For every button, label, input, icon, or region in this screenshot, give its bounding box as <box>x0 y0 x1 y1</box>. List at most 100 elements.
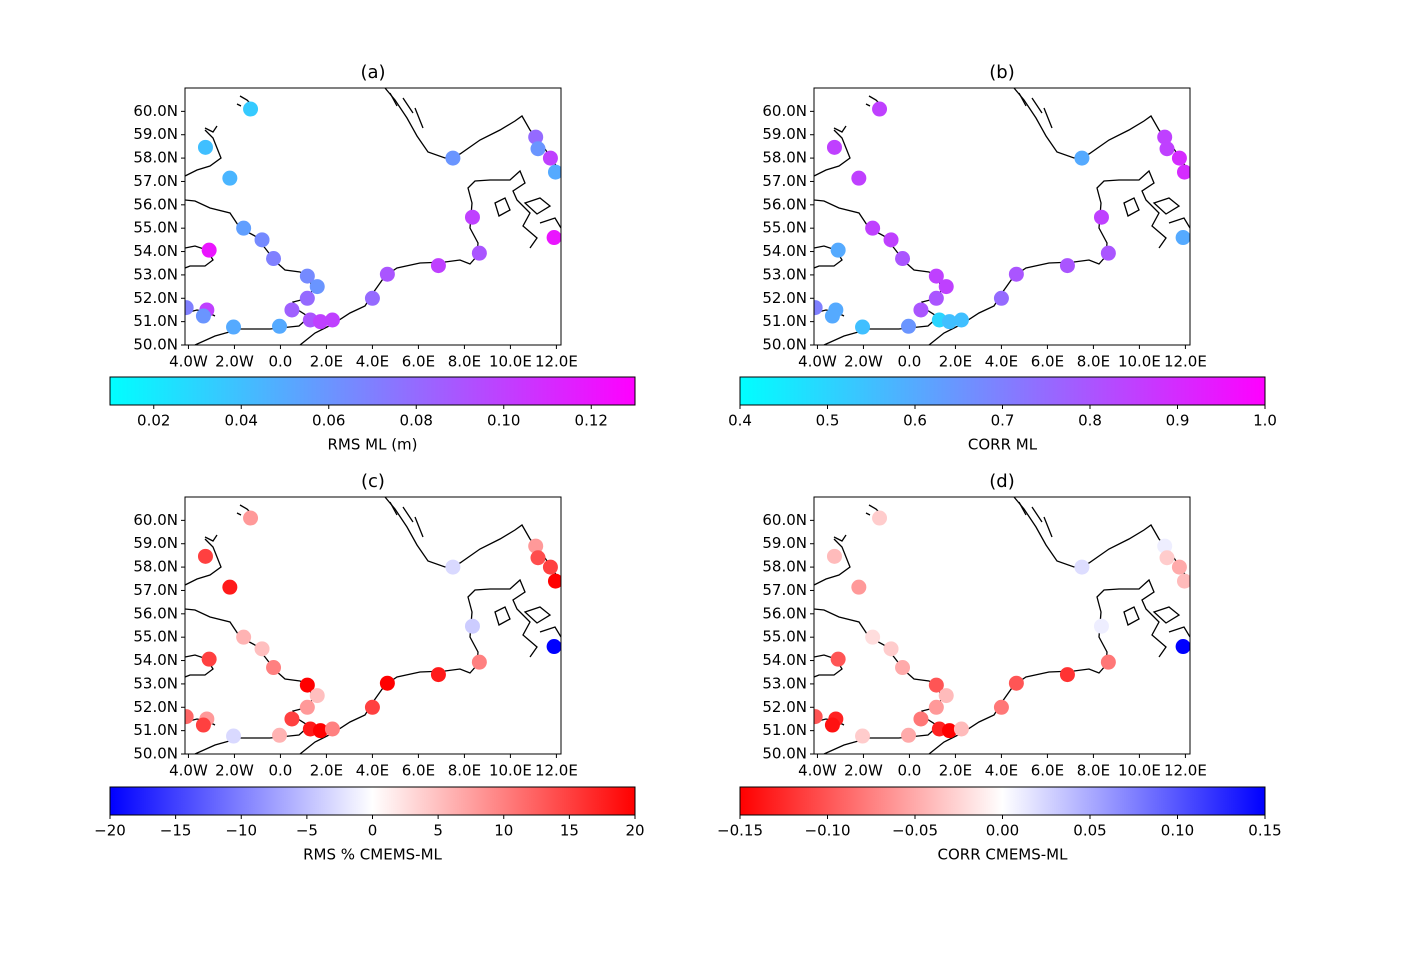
x-tick-label: 2.0W <box>215 762 254 780</box>
x-tick-label: 6.0E <box>402 762 435 780</box>
colorbar-tick-label: 20 <box>625 822 644 840</box>
station-point <box>226 728 242 744</box>
y-tick-label: 59.0N <box>762 125 807 143</box>
panel: (c) 4.0W 2.0W 0.0 2.0E 4.0E 6.0E 8.0E 10.0E 12.0E… <box>94 471 644 864</box>
station-point <box>865 220 881 236</box>
station-point <box>928 677 944 693</box>
x-tick-label: 12.0E <box>1164 762 1207 780</box>
colorbar-tick-label: −0.05 <box>892 822 938 840</box>
y-tick-label: 55.0N <box>133 219 178 237</box>
station-point <box>1059 258 1075 274</box>
panels: (a)4.0W 2.0W 0.0 2.0E 4.0E 6.0E 8.0E 10.0E 12.0E… <box>94 62 1282 864</box>
panel-title: (c) <box>361 471 385 492</box>
panel: (a) 4.0W 2.0W 0.0 2.0E 4.0E 6.0E 8.0E 10.0E 12.0E… <box>109 62 636 454</box>
y-tick-label: 53.0N <box>133 674 178 692</box>
station-point <box>953 721 969 737</box>
y-tick-label: 56.0N <box>762 604 807 622</box>
station-point <box>445 150 461 166</box>
station-point <box>1176 573 1190 589</box>
station-point <box>1175 639 1190 655</box>
station-point <box>284 302 300 318</box>
station-point <box>471 245 487 261</box>
station-point <box>993 290 1009 306</box>
colorbar-tick-label: 0.6 <box>903 412 927 430</box>
station-point <box>528 538 544 554</box>
panel: (d) 4.0W 2.0W 0.0 2.0E 4.0E 6.0E 8.0E 10.0E 12.0E… <box>717 471 1282 864</box>
colorbar-tick-label: 0.05 <box>1073 822 1106 840</box>
station-point <box>266 251 282 267</box>
coastline <box>814 88 1190 345</box>
station-point <box>928 699 944 715</box>
y-tick-label: 58.0N <box>762 149 807 167</box>
y-tick-label: 54.0N <box>762 651 807 669</box>
station-point <box>814 300 823 316</box>
station-point <box>197 139 213 155</box>
colorbar <box>739 376 1266 406</box>
station-point <box>379 266 395 282</box>
station-point <box>254 232 270 248</box>
colorbar-tick-label: 0.00 <box>986 822 1019 840</box>
y-tick-label: 57.0N <box>133 172 178 190</box>
station-point <box>530 550 546 566</box>
colorbar-tick-label: 0.9 <box>1166 412 1190 430</box>
station-point <box>830 651 846 667</box>
station-point <box>309 279 325 295</box>
station-point <box>938 279 954 295</box>
y-tick-label: 55.0N <box>762 628 807 646</box>
station-point <box>547 164 561 180</box>
y-tick-label: 59.0N <box>133 125 178 143</box>
y-tick-label: 53.0N <box>762 265 807 283</box>
colorbar-tick-label: −15 <box>160 822 192 840</box>
station-point <box>309 688 325 704</box>
colorbar-tick-label: 10 <box>494 822 513 840</box>
station-point <box>1175 230 1190 246</box>
station-point <box>851 579 867 595</box>
station-point <box>530 141 546 157</box>
colorbar-label: RMS ML (m) <box>327 436 417 454</box>
station-point <box>379 675 395 691</box>
stations <box>185 101 561 335</box>
station-point <box>1059 667 1075 683</box>
station-point <box>542 150 558 166</box>
station-point <box>430 667 446 683</box>
y-tick-label: 54.0N <box>133 651 178 669</box>
station-point <box>1093 618 1109 634</box>
x-tick-label: 4.0W <box>169 353 208 371</box>
colorbar-tick-label: −10 <box>225 822 257 840</box>
x-tick-label: 10.0E <box>489 762 532 780</box>
x-tick-label: 2.0W <box>844 762 883 780</box>
station-point <box>364 290 380 306</box>
panel: (b) 4.0W 2.0W 0.0 2.0E 4.0E 6.0E 8.0E 10.0E 12.0E… <box>728 62 1277 454</box>
station-point <box>830 242 846 258</box>
station-point <box>928 268 944 284</box>
y-tick-label: 51.0N <box>133 312 178 330</box>
panel-title: (d) <box>989 471 1014 492</box>
station-point <box>464 618 480 634</box>
station-point <box>1159 550 1175 566</box>
y-tick-label: 56.0N <box>133 604 178 622</box>
colorbar-tick-label: 0 <box>368 822 378 840</box>
colorbar-tick-label: 5 <box>433 822 443 840</box>
colorbar-tick-label: 0.4 <box>728 412 752 430</box>
station-point <box>1171 559 1187 575</box>
station-point <box>953 312 969 328</box>
station-point <box>312 723 328 739</box>
y-tick-label: 58.0N <box>762 558 807 576</box>
station-point <box>1008 266 1024 282</box>
station-point <box>201 651 217 667</box>
y-tick-label: 52.0N <box>133 289 178 307</box>
stations <box>814 510 1190 744</box>
station-point <box>243 510 259 526</box>
station-point <box>528 129 544 145</box>
x-tick-label: 0.0 <box>269 762 293 780</box>
station-point <box>1074 150 1090 166</box>
station-point <box>938 688 954 704</box>
station-point <box>824 308 840 324</box>
coastline <box>185 497 561 754</box>
y-tick-label: 50.0N <box>762 745 807 763</box>
station-point <box>299 677 315 693</box>
x-tick-label: 0.0 <box>269 353 293 371</box>
stations <box>814 101 1190 335</box>
y-tick-label: 56.0N <box>133 195 178 213</box>
